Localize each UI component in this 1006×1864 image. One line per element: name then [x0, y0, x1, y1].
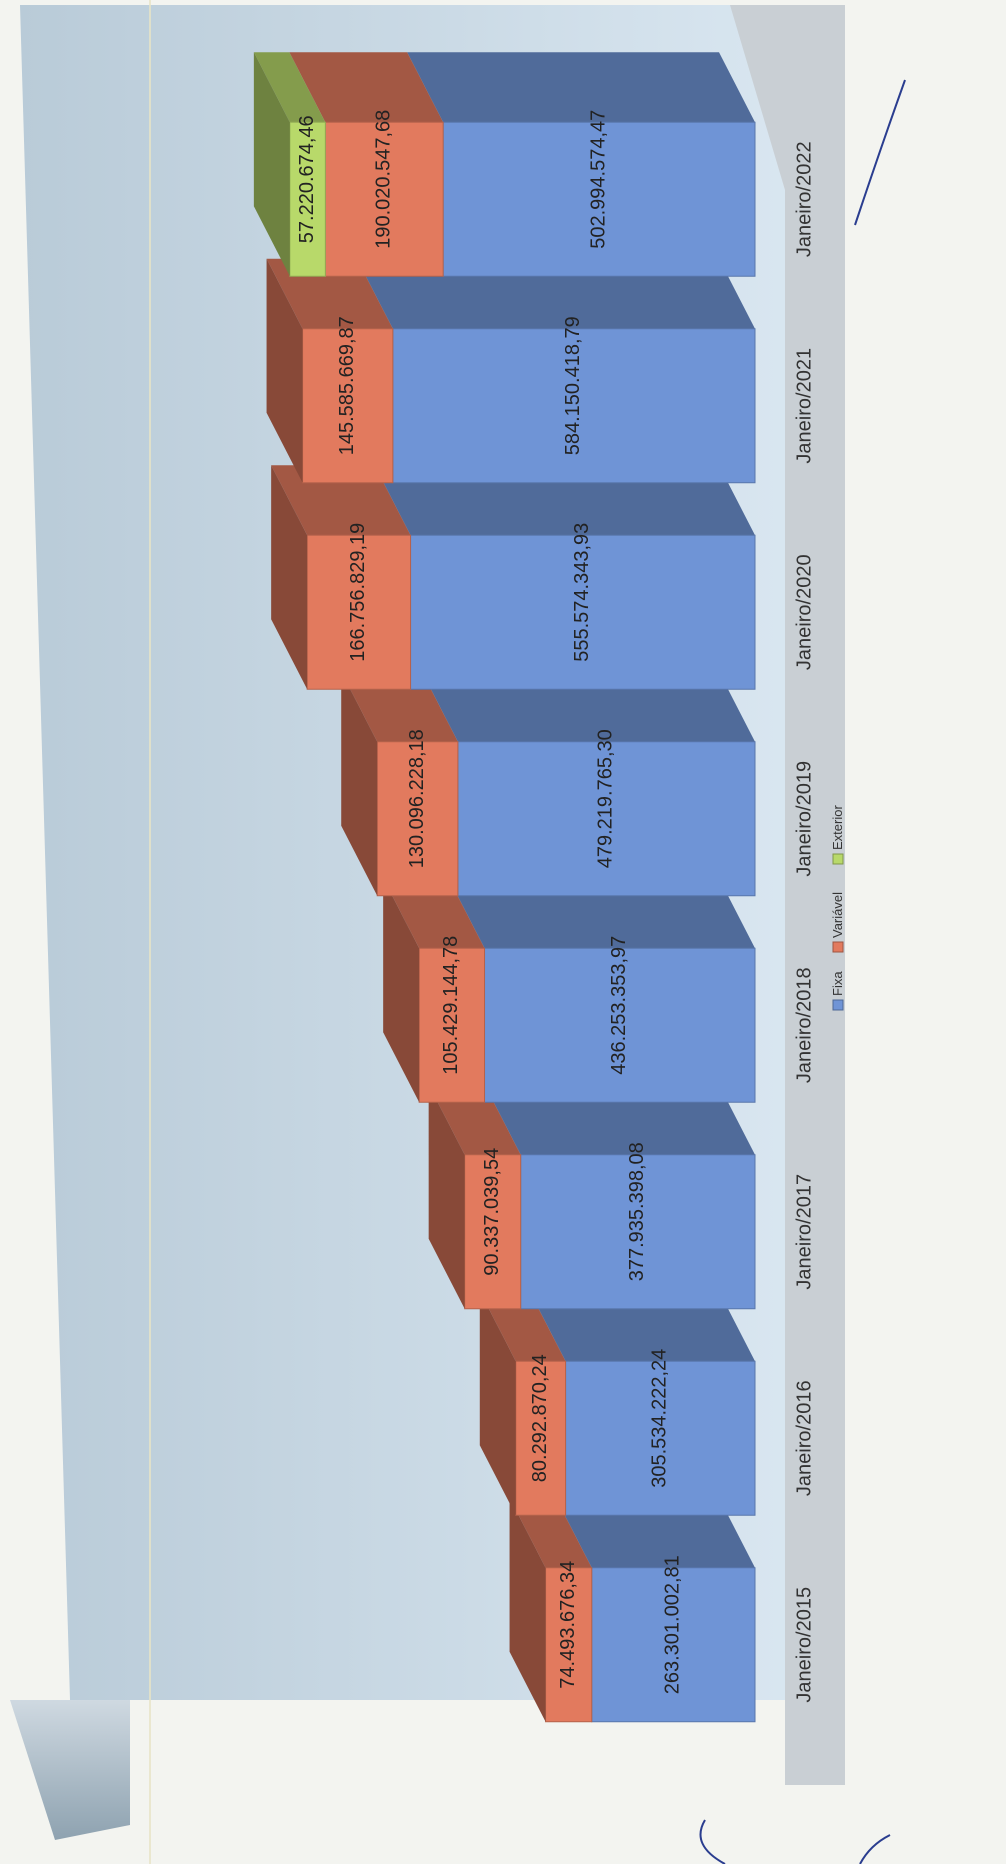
- bar-segment-fixa: [442, 121, 756, 277]
- bar-end-face-variável: [271, 465, 308, 690]
- bar-segment-variável: [306, 534, 412, 690]
- data-label-variável: 190.020.547,68: [373, 110, 395, 249]
- category-tick-label: Janeiro/2015: [793, 1587, 815, 1703]
- bar-segment-fixa: [565, 1360, 756, 1516]
- category-tick-label: Janeiro/2022: [793, 141, 815, 257]
- bar-end-face-variável: [509, 1497, 546, 1722]
- category-tick-label: Janeiro/2020: [793, 554, 815, 670]
- bar-segment-variável: [464, 1154, 522, 1310]
- bar-top-face-fixa: [407, 52, 755, 123]
- category-tick-label: Janeiro/2019: [793, 761, 815, 877]
- data-label-fixa: 263.301.002,81: [662, 1555, 684, 1694]
- bar-top-face-variável: [289, 52, 444, 123]
- data-label-exterior: 57.220.674,46: [296, 115, 318, 243]
- bar-end-face-variável: [341, 671, 378, 896]
- pen-mark-top-right: [854, 79, 906, 226]
- data-label-variável: 90.337.039,54: [481, 1148, 503, 1276]
- bar-end-face-variável: [479, 1291, 516, 1516]
- chart-floor: [10, 1700, 130, 1840]
- chart-legend: Fixa Variável Exterior: [830, 805, 845, 1011]
- legend-items: Fixa Variável Exterior: [830, 805, 845, 1011]
- bar-segment-variável: [515, 1360, 567, 1516]
- data-label-fixa: 502.994.574,47: [587, 110, 609, 249]
- data-label-fixa: 479.219.765,30: [595, 729, 617, 868]
- category-tick-label: Janeiro/2016: [793, 1380, 815, 1496]
- legend-swatch-fixa: [832, 999, 844, 1011]
- legend-label-exterior: Exterior: [830, 805, 845, 850]
- bar-end-face-variável: [383, 878, 420, 1103]
- data-label-variável: 166.756.829,19: [347, 523, 369, 662]
- bar-end-face-variável: [428, 1084, 465, 1309]
- data-label-fixa: 377.935.398,08: [626, 1142, 648, 1281]
- bar-segment-variável: [302, 328, 394, 484]
- data-label-fixa: 584.150.418,79: [562, 316, 584, 455]
- legend-label-fixa: Fixa: [830, 971, 845, 996]
- data-label-variável: 130.096.228,18: [406, 729, 428, 868]
- bar-segment-fixa: [392, 328, 756, 484]
- legend-swatch-exterior: [832, 853, 844, 865]
- bar-segment-fixa: [591, 1567, 756, 1723]
- bar-segment-variável: [418, 947, 486, 1103]
- bar-segment-fixa: [410, 534, 756, 690]
- data-label-variável: 145.585.669,87: [336, 316, 358, 455]
- data-label-fixa: 305.534.222,24: [649, 1349, 671, 1488]
- data-label-fixa: 436.253.353,97: [608, 936, 630, 1075]
- bar-top-face-exterior: [253, 52, 326, 123]
- bar-end-face-variável: [266, 258, 303, 483]
- pen-mark-bottom-left: [699, 1819, 726, 1864]
- category-tick-label: Janeiro/2021: [793, 348, 815, 464]
- data-label-fixa: 555.574.343,93: [571, 523, 593, 662]
- bar-end-face-exterior: [253, 52, 290, 277]
- chart-side-wall: [730, 5, 845, 1785]
- data-label-variável: 74.493.676,34: [557, 1561, 579, 1689]
- data-label-variável: 105.429.144,78: [440, 936, 462, 1075]
- bar-segment-fixa: [520, 1154, 756, 1310]
- bar-segment-variável: [324, 121, 444, 277]
- bar-segment-exterior: [289, 121, 326, 277]
- pen-mark-bottom-right: [859, 1834, 891, 1864]
- bar-segment-fixa: [484, 947, 756, 1103]
- legend-label-variável: Variável: [830, 892, 845, 938]
- category-tick-label: Janeiro/2017: [793, 1174, 815, 1290]
- data-label-variável: 80.292.870,24: [529, 1354, 551, 1482]
- category-tick-label: Janeiro/2018: [793, 967, 815, 1083]
- bar-segment-fixa: [457, 741, 756, 897]
- bar-segment-variável: [376, 741, 459, 897]
- legend-swatch-variável: [832, 941, 844, 953]
